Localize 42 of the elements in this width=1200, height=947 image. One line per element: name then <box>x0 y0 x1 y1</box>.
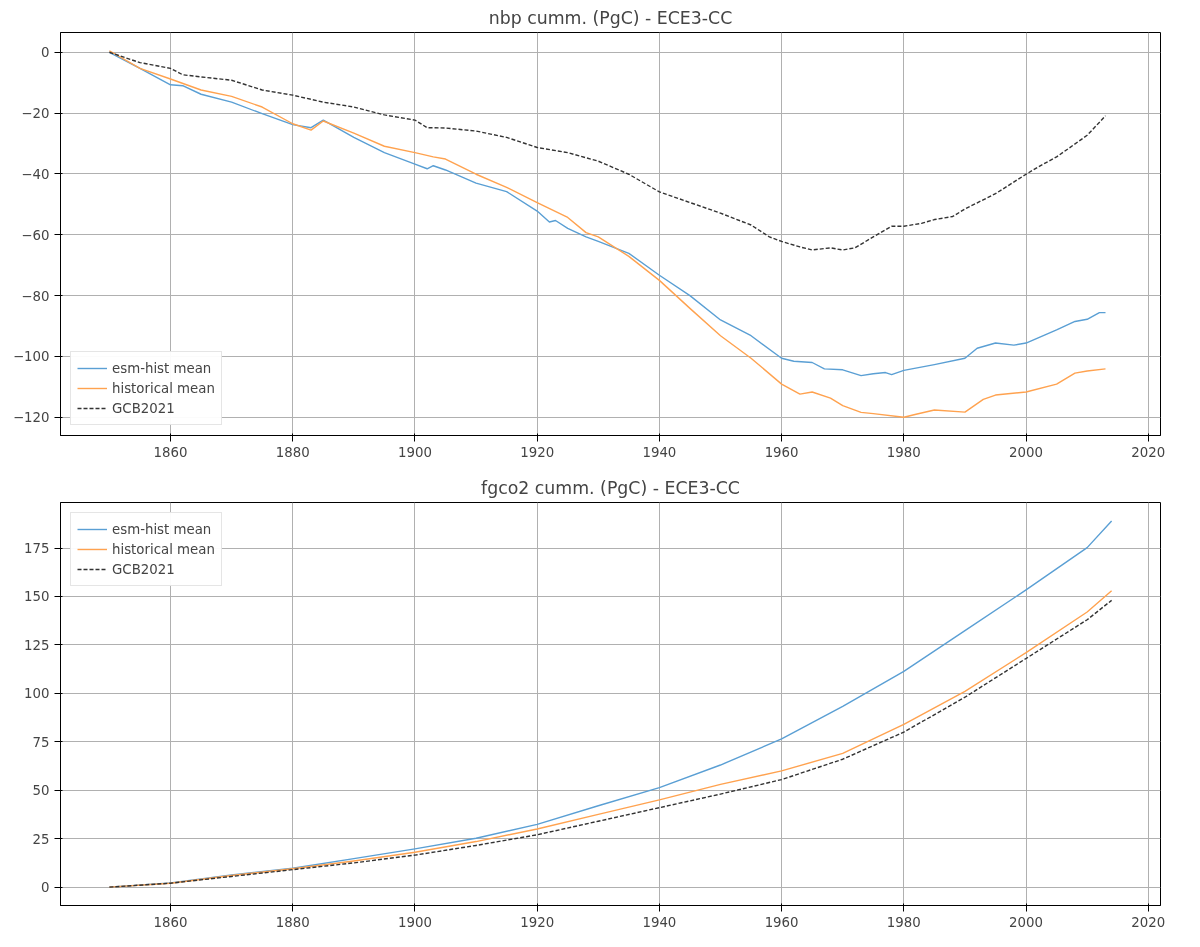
y-tick-label: 100 <box>24 686 50 702</box>
y-tick-label: −20 <box>21 106 50 122</box>
x-tick-label: 1920 <box>520 914 555 930</box>
x-tick-label: 1880 <box>275 914 310 930</box>
x-tick-label: 2000 <box>1009 914 1044 930</box>
x-tick-label: 1940 <box>642 444 677 460</box>
legend-label: GCB2021 <box>112 400 175 416</box>
legend-label: historical mean <box>112 380 215 396</box>
y-tick-label: 25 <box>32 831 50 847</box>
y-tick-label: −120 <box>12 410 50 426</box>
y-tick-label: 0 <box>41 880 50 896</box>
x-tick-label: 1940 <box>642 914 677 930</box>
y-tick-label: 75 <box>32 734 50 750</box>
x-tick-label: 2020 <box>1131 444 1166 460</box>
y-tick-label: −80 <box>21 288 50 304</box>
line-series <box>108 51 1107 251</box>
x-tick-label: 1960 <box>764 914 799 930</box>
y-tick-label: 175 <box>24 541 50 557</box>
legend-label: GCB2021 <box>112 561 175 577</box>
y-tick-label: 50 <box>32 783 50 799</box>
y-tick-label: 125 <box>24 637 50 653</box>
y-tick-label: −40 <box>21 166 50 182</box>
legend-label: esm-hist mean <box>112 360 212 376</box>
x-tick-label: 2020 <box>1131 914 1166 930</box>
x-tick-label: 1980 <box>886 444 921 460</box>
chart-title: fgco2 cumm. (PgC) - ECE3-CC <box>481 477 740 498</box>
y-tick-label: −60 <box>21 227 50 243</box>
y-tick-label: −100 <box>12 349 50 365</box>
x-tick-label: 1900 <box>397 914 432 930</box>
x-tick-label: 2000 <box>1009 444 1044 460</box>
legend-label: historical mean <box>112 541 215 557</box>
x-tick-label: 1860 <box>153 914 188 930</box>
legend-label: esm-hist mean <box>112 521 212 537</box>
chart-title: nbp cumm. (PgC) - ECE3-CC <box>488 7 733 28</box>
x-tick-label: 1920 <box>520 444 555 460</box>
x-tick-label: 1900 <box>397 444 432 460</box>
x-tick-label: 1880 <box>275 444 310 460</box>
x-tick-label: 1960 <box>764 444 799 460</box>
y-tick-label: 0 <box>41 45 50 61</box>
y-tick-label: 150 <box>24 589 50 605</box>
x-tick-label: 1980 <box>886 914 921 930</box>
x-tick-label: 1860 <box>153 444 188 460</box>
